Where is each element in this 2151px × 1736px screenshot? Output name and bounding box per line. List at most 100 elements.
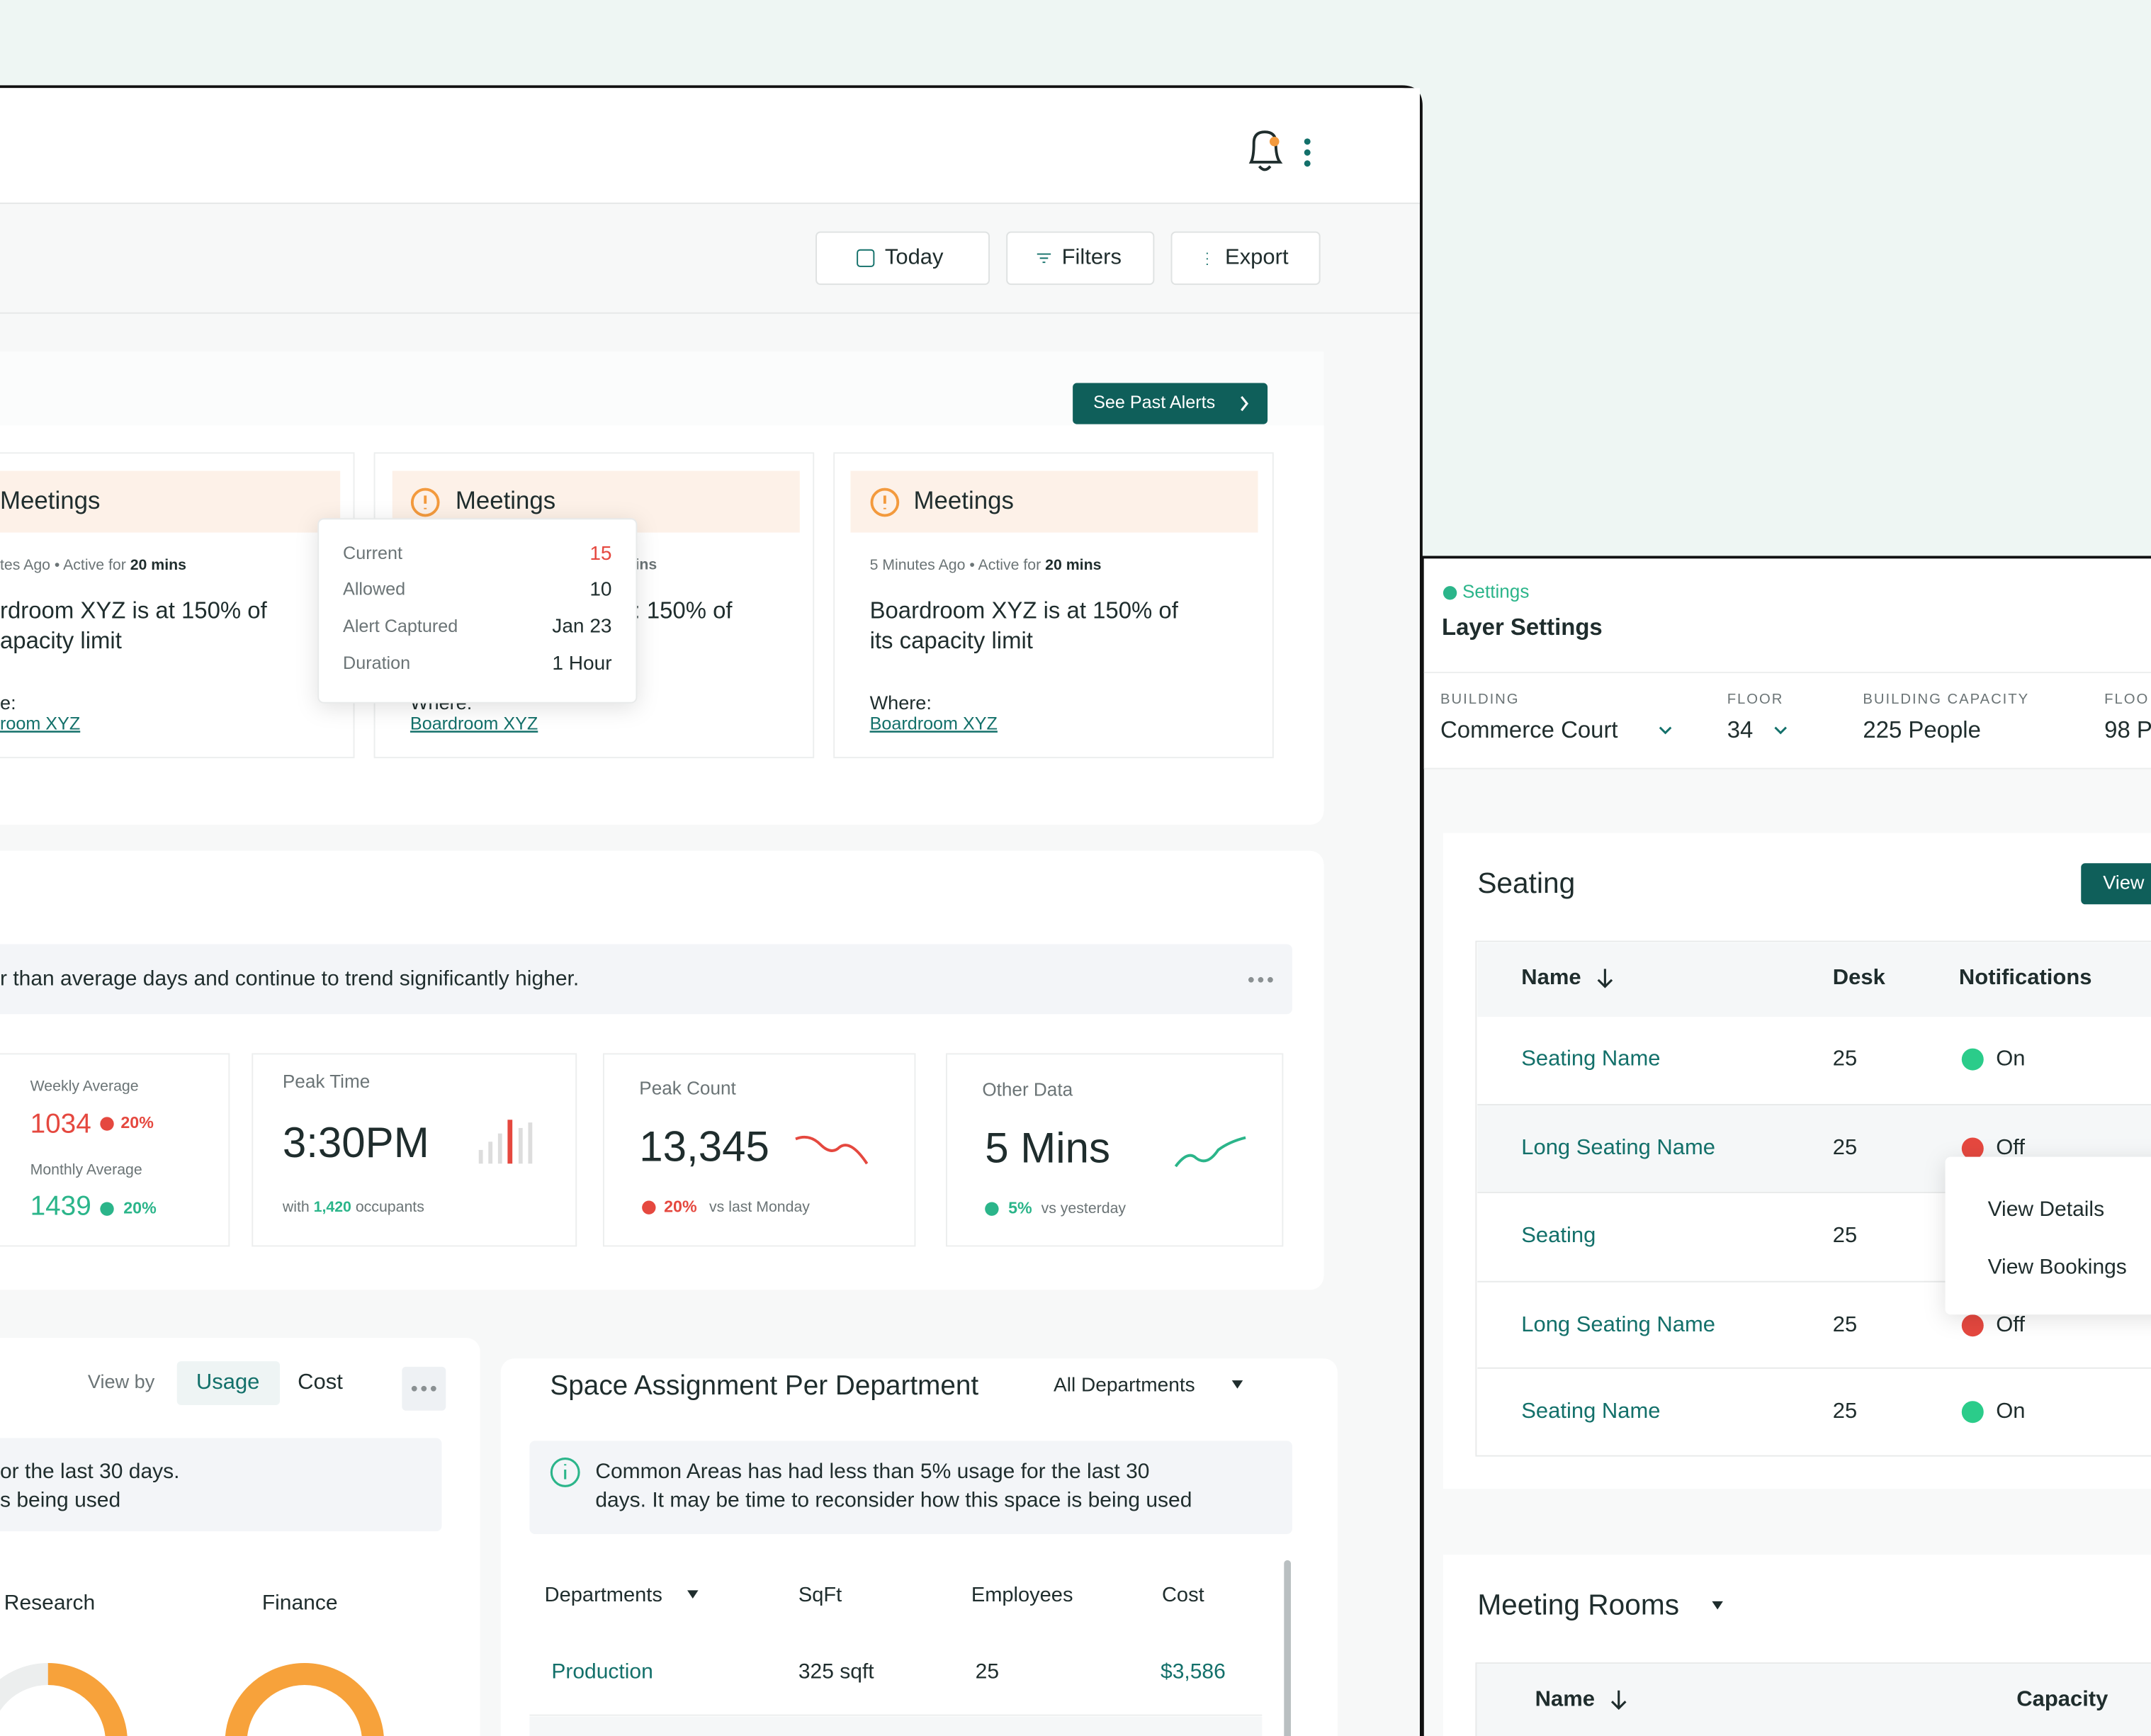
dropdown-arrow[interactable]: [1712, 1601, 1723, 1610]
tooltip-value: 15: [589, 542, 611, 564]
scrollbar[interactable]: [1284, 1560, 1291, 1736]
alert-message: its capacity limit: [870, 627, 1033, 653]
today-button[interactable]: [815, 231, 990, 286]
table-cell[interactable]: Production: [551, 1660, 653, 1684]
field-label: FLOOR: [1727, 692, 1784, 707]
message-line: or the last 30 days.: [0, 1460, 179, 1483]
alert-icon: [410, 487, 440, 517]
settings-header: [1423, 558, 2151, 769]
alert-header: [0, 470, 341, 533]
view-by-label: View by: [88, 1370, 155, 1392]
calendar-icon: [857, 249, 875, 267]
panel-title: Space Assignment Per Department: [550, 1370, 978, 1401]
stat-note: with 1,420 occupants: [282, 1198, 424, 1215]
alert-message: : 150% of: [634, 597, 733, 624]
stat-value: 13,345: [639, 1123, 769, 1171]
context-menu: [1945, 1156, 2151, 1315]
gear-icon: [1443, 586, 1457, 600]
field-label: BUILDING: [1440, 692, 1520, 707]
column-header: Cost: [1162, 1584, 1204, 1606]
see-past-alerts-button[interactable]: [1073, 383, 1268, 424]
export-button[interactable]: [1170, 231, 1321, 286]
tooltip-value: 10: [589, 577, 611, 599]
table-header: [1475, 1662, 2151, 1736]
tab-label: Usage: [196, 1369, 260, 1394]
status-dot: [1961, 1314, 1984, 1337]
where-link[interactable]: Boardroom XYZ: [870, 714, 998, 733]
seat-name[interactable]: Seating Name: [1521, 1398, 1660, 1423]
button-label: Export: [1225, 244, 1289, 269]
donut-arc: [225, 1663, 384, 1736]
sort-arrow[interactable]: [687, 1590, 699, 1599]
usage-message: [0, 1438, 442, 1532]
column-header: Name: [1535, 1686, 1595, 1711]
tooltip-label: Current: [343, 543, 402, 563]
bell-icon[interactable]: [1248, 130, 1283, 171]
stat-label: Peak Time: [283, 1071, 370, 1092]
table-row: [529, 1716, 1263, 1736]
section-title: Seating: [1477, 867, 1575, 899]
seat-name[interactable]: Long Seating Name: [1521, 1312, 1715, 1336]
mini-bars: [478, 1120, 533, 1164]
seat-name[interactable]: Seating: [1521, 1222, 1596, 1247]
view-button[interactable]: [2081, 863, 2151, 905]
status-label: Off: [1996, 1312, 2025, 1336]
seat-name[interactable]: Long Seating Name: [1521, 1134, 1715, 1159]
alert-title: Meetings: [456, 487, 555, 514]
chevron: [1241, 395, 1249, 412]
donut-label: Finance: [262, 1591, 338, 1615]
filter-icon: [1037, 253, 1051, 264]
settings-title: Layer Settings: [1442, 614, 1603, 640]
sparkline: [795, 1135, 869, 1165]
where-link[interactable]: Boardroom XYZ: [410, 714, 538, 733]
seat-name[interactable]: Seating Name: [1521, 1045, 1660, 1070]
department-table: Departments SqFt Employees Cost Production 32…: [545, 1584, 1226, 1684]
field-value[interactable]: 34: [1727, 716, 1754, 743]
tooltip-value: Jan 23: [552, 615, 611, 637]
menu-item[interactable]: View Details: [1988, 1197, 2105, 1221]
tooltip-label: Alert Captured: [343, 616, 458, 636]
stat-change: 20%: [123, 1198, 157, 1217]
field-value[interactable]: Commerce Court: [1440, 716, 1618, 743]
stat-note: vs yesterday: [1041, 1200, 1127, 1217]
alert-message: apacity limit: [0, 627, 122, 653]
field-label: FLOO: [2104, 692, 2149, 707]
table-header: [1477, 942, 2151, 1018]
stat-label: Weekly Average: [30, 1077, 139, 1094]
stat-value: 3:30PM: [283, 1119, 429, 1166]
tab-active[interactable]: [176, 1361, 280, 1406]
status-dot: [1961, 1137, 1984, 1160]
donut-label: Research: [4, 1591, 95, 1615]
info-line: days. It may be time to reconsider how t…: [595, 1488, 1192, 1511]
status-label: On: [1996, 1045, 2025, 1070]
insight-text: r than average days and continue to tren…: [0, 967, 579, 991]
more-icon[interactable]: [1248, 976, 1273, 983]
chevron[interactable]: [1659, 726, 1672, 735]
where-link[interactable]: room XYZ: [0, 714, 80, 733]
alert-time: 5 Minutes Ago • Active for: [870, 556, 1041, 573]
sort-arrow[interactable]: [1610, 1690, 1627, 1710]
field-label: BUILDING CAPACITY: [1863, 692, 2029, 707]
column-header: Employees: [971, 1584, 1073, 1606]
filters-button[interactable]: [1006, 231, 1155, 286]
stat-card: [0, 1053, 230, 1247]
more-icon[interactable]: [1304, 138, 1311, 167]
column-header: Capacity: [2016, 1686, 2108, 1711]
field-value: 98 P: [2104, 716, 2151, 743]
button-label: View: [2103, 871, 2145, 893]
notification-dot: [1269, 136, 1280, 147]
seat-desk: 25: [1833, 1045, 1857, 1070]
more-icon: [411, 1385, 436, 1392]
alert-meta: 5 Minutes Ago • Active for 20 mins: [870, 556, 1102, 573]
button-label: See Past Alerts: [1093, 393, 1215, 412]
breadcrumb[interactable]: Settings: [1462, 581, 1529, 602]
chevron[interactable]: [1774, 726, 1787, 735]
table-cell: 325 sqft: [798, 1660, 874, 1684]
tab-label[interactable]: Cost: [298, 1369, 343, 1394]
menu-item[interactable]: View Bookings: [1988, 1255, 2127, 1278]
department-filter[interactable]: All Departments: [1054, 1373, 1195, 1395]
seating-rows: Name Desk Notifications Seating Name 25 On Lon…: [1477, 964, 2151, 1424]
sort-arrow[interactable]: [1597, 969, 1613, 988]
change-icon: [985, 1202, 999, 1216]
column-header: SqFt: [798, 1584, 842, 1606]
